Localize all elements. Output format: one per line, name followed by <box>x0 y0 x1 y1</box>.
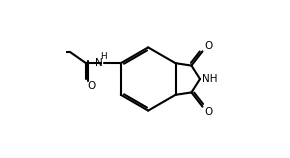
Text: O: O <box>87 81 95 91</box>
Text: N: N <box>95 58 103 68</box>
Text: NH: NH <box>202 74 218 84</box>
Text: O: O <box>204 107 213 117</box>
Text: O: O <box>204 41 213 51</box>
Text: H: H <box>100 52 106 61</box>
